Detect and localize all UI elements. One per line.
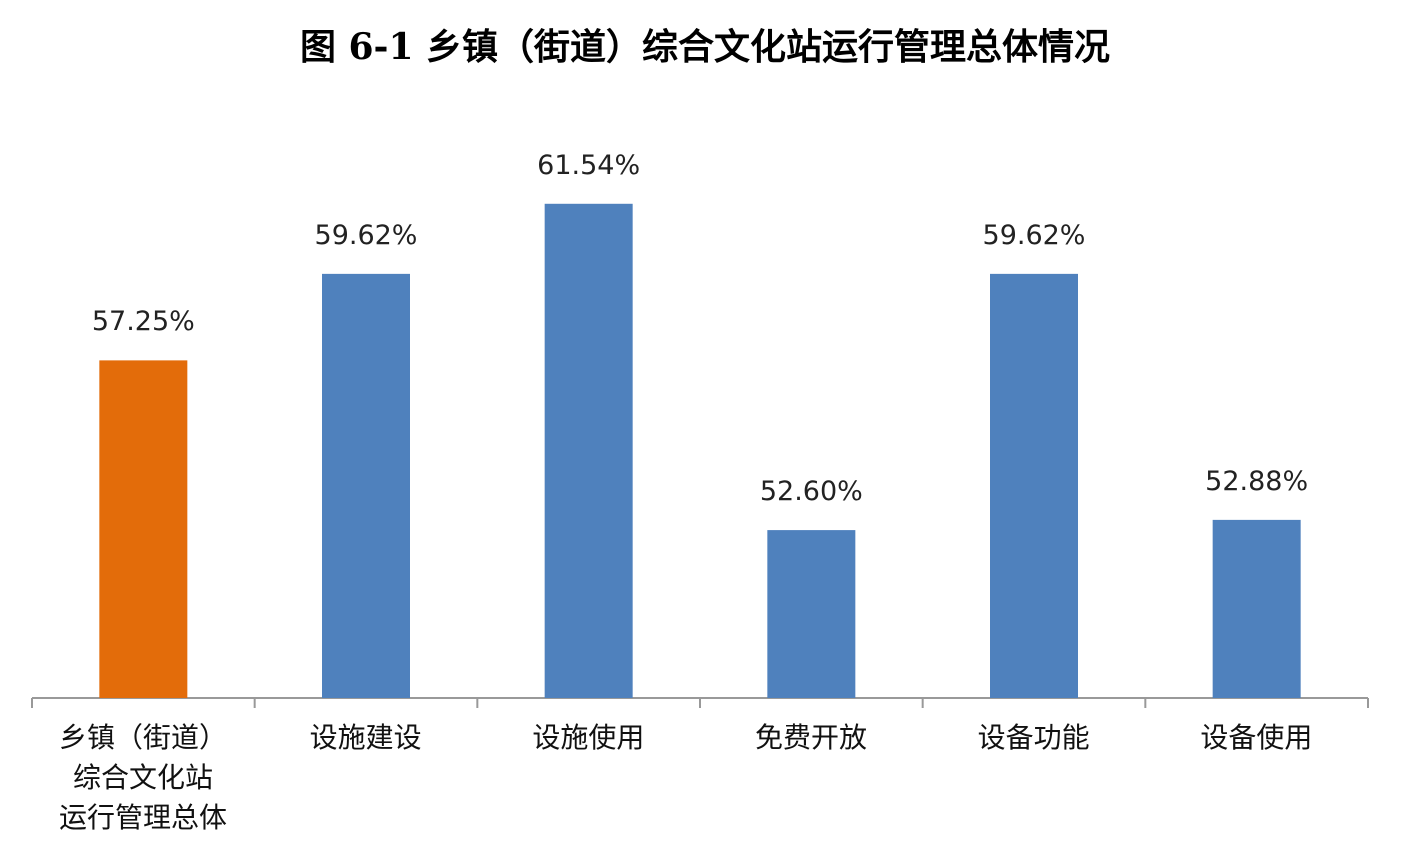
x-tick-label: 设施建设 [309,721,422,754]
value-label: 52.88% [1205,465,1309,497]
bar [99,360,188,698]
value-label: 57.25% [91,306,195,338]
x-tick-label: 乡镇（街道） 综合文化站 运行管理总体 [58,721,227,834]
bar [544,203,633,699]
x-tick-label: 免费开放 [754,721,867,754]
value-label: 52.60% [759,476,863,508]
chart-title: 图 6-1 乡镇（街道）综合文化站运行管理总体情况 [299,26,1111,68]
x-tick-label: 设施使用 [532,721,645,754]
x-tick-label: 设备功能 [977,721,1090,754]
bar [990,273,1078,698]
bar [1212,519,1301,698]
value-label: 61.54% [537,149,641,181]
x-tick-label: 设备使用 [1200,721,1313,754]
value-label: 59.62% [314,219,418,251]
bar [322,273,410,698]
bar [767,530,856,698]
value-label: 59.62% [982,219,1086,251]
